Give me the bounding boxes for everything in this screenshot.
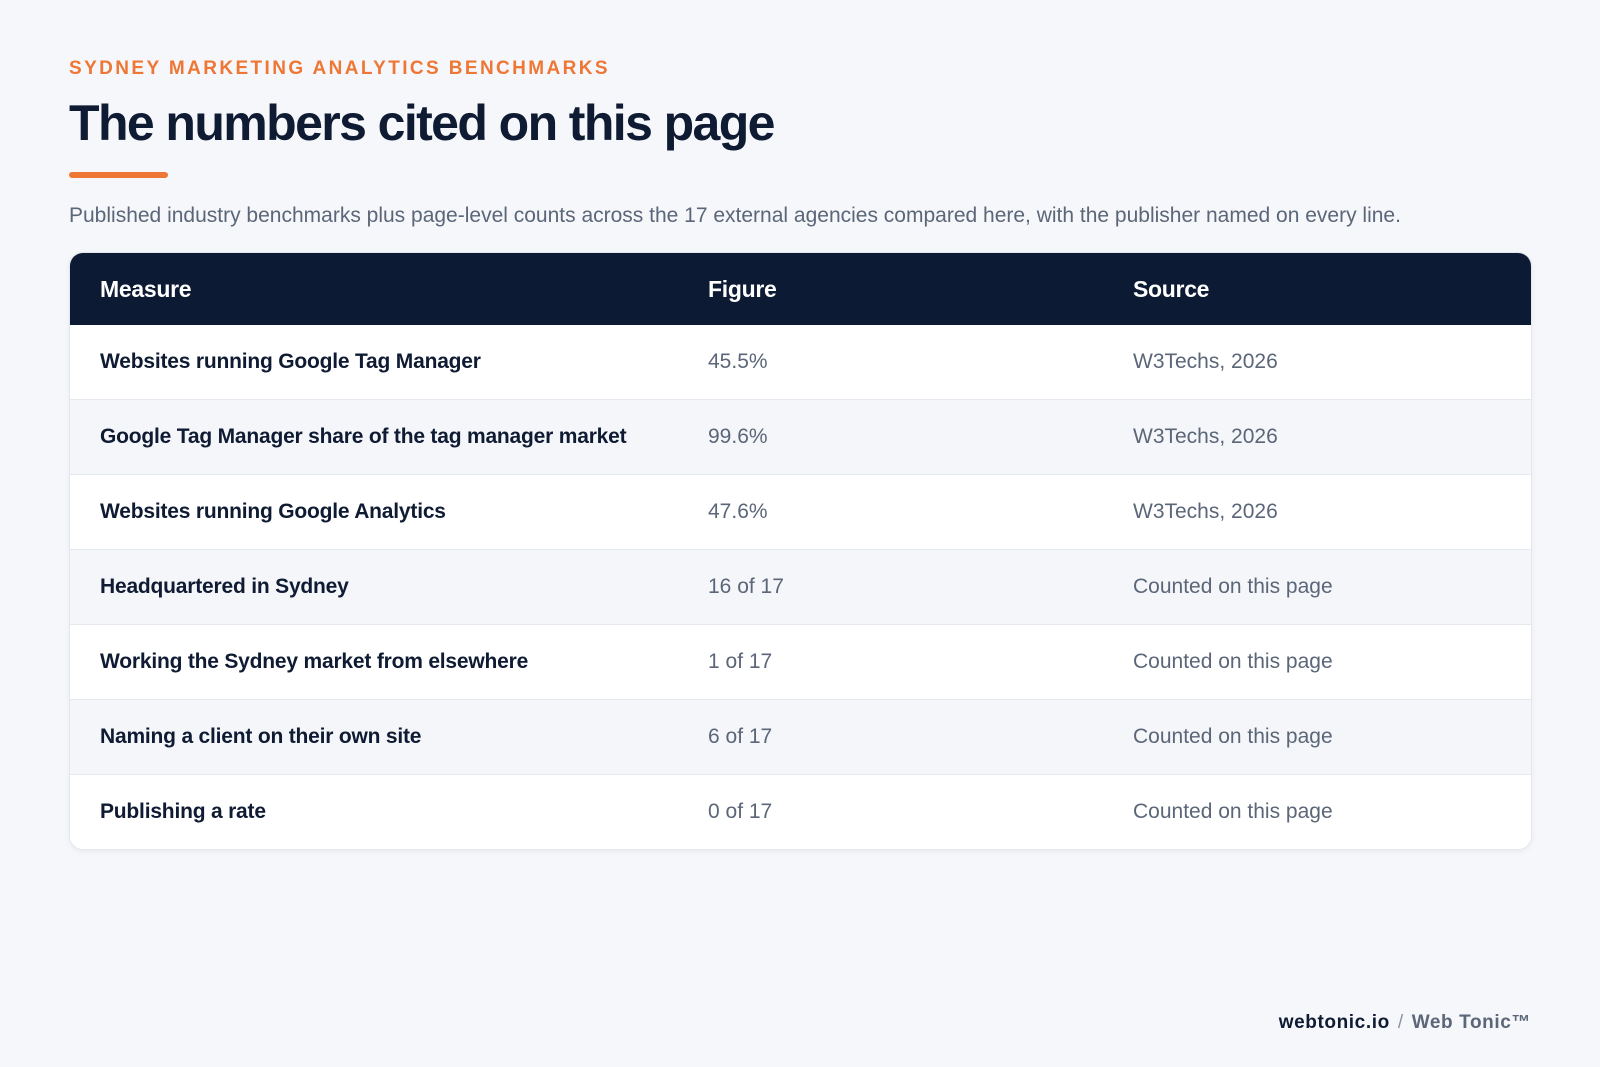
- measure-cell: Headquartered in Sydney: [70, 549, 678, 625]
- footer-brand: Web Tonic™: [1411, 1012, 1531, 1033]
- source-cell: W3Techs, 2026: [1133, 350, 1278, 373]
- footer-domain: webtonic.io: [1278, 1012, 1390, 1033]
- column-header-figure: Figure: [708, 275, 777, 302]
- table-row: Working the Sydney market from elsewhere…: [70, 624, 1531, 700]
- measure-cell: Naming a client on their own site: [70, 699, 678, 775]
- page-subtitle: Published industry benchmarks plus page-…: [69, 204, 1401, 227]
- figure-cell: 45.5%: [708, 350, 768, 373]
- table-header-row: Measure Figure Source: [70, 253, 1531, 325]
- figure-cell: 47.6%: [678, 474, 1103, 550]
- source-cell: Counted on this page: [1103, 699, 1531, 775]
- table-row: Headquartered in Sydney 16 of 17 Counted…: [70, 549, 1531, 625]
- measure-cell: Google Tag Manager share of the tag mana…: [70, 399, 678, 475]
- measure-cell: Websites running Google Tag Manager: [100, 350, 481, 373]
- page-title: The numbers cited on this page: [69, 95, 775, 151]
- table-row: Websites running Google Tag Manager 45.5…: [70, 325, 1531, 400]
- column-header-measure: Measure: [100, 275, 192, 302]
- benchmarks-table-card: Measure Figure Source Websites running G…: [69, 252, 1532, 850]
- source-cell: Counted on this page: [1103, 549, 1531, 625]
- benchmarks-table: Measure Figure Source Websites running G…: [70, 253, 1531, 849]
- eyebrow-label: SYDNEY MARKETING ANALYTICS BENCHMARKS: [69, 58, 610, 79]
- footer-separator: /: [1397, 1012, 1404, 1033]
- figure-cell: 0 of 17: [678, 774, 1103, 849]
- footer-credit: webtonic.io / Web Tonic™: [1279, 1012, 1531, 1034]
- source-cell: Counted on this page: [1103, 774, 1531, 849]
- table-header: Measure Figure Source: [70, 253, 1531, 325]
- table-row: Websites running Google Analytics 47.6% …: [70, 474, 1531, 550]
- table-row: Naming a client on their own site 6 of 1…: [70, 699, 1531, 775]
- source-cell: Counted on this page: [1103, 624, 1531, 700]
- table-row: Google Tag Manager share of the tag mana…: [70, 399, 1531, 475]
- table-body: Websites running Google Tag Manager 45.5…: [70, 325, 1531, 849]
- column-header-source: Source: [1133, 275, 1210, 302]
- title-underline: [69, 172, 168, 178]
- table-row: Publishing a rate 0 of 17 Counted on thi…: [70, 774, 1531, 849]
- source-cell: W3Techs, 2026: [1103, 474, 1531, 550]
- measure-cell: Working the Sydney market from elsewhere: [70, 624, 678, 700]
- measure-cell: Publishing a rate: [70, 774, 678, 849]
- figure-cell: 16 of 17: [678, 549, 1103, 625]
- figure-cell: 6 of 17: [678, 699, 1103, 775]
- source-cell: W3Techs, 2026: [1103, 399, 1531, 475]
- figure-cell: 99.6%: [678, 399, 1103, 475]
- measure-cell: Websites running Google Analytics: [70, 474, 678, 550]
- figure-cell: 1 of 17: [678, 624, 1103, 700]
